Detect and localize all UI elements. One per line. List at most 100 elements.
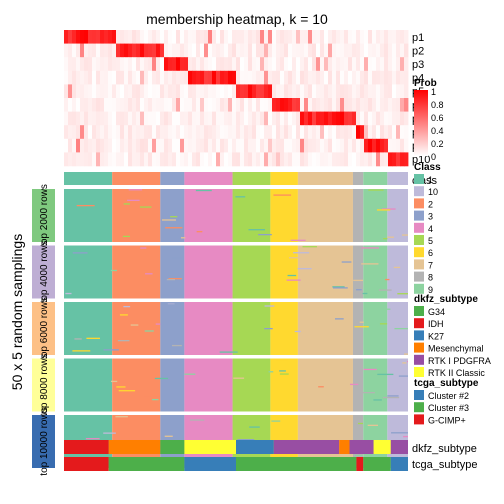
- membership-cell: [68, 111, 73, 126]
- class-noise: [382, 396, 400, 399]
- membership-cell: [96, 30, 101, 44]
- membership-cell: [136, 98, 141, 112]
- membership-cell: [192, 43, 197, 58]
- membership-cell: [164, 111, 169, 126]
- membership-cell: [312, 70, 317, 85]
- membership-cell: [236, 43, 241, 58]
- membership-row-label: p1: [412, 32, 424, 44]
- membership-cell: [164, 57, 169, 72]
- class-noise: [373, 399, 382, 401]
- membership-cell: [180, 57, 185, 72]
- membership-cell: [296, 152, 301, 167]
- membership-cell: [288, 30, 293, 44]
- membership-cell: [372, 70, 377, 85]
- membership-cell: [64, 98, 69, 112]
- membership-cell: [116, 98, 121, 112]
- membership-cell: [104, 84, 109, 99]
- membership-cell: [320, 70, 325, 85]
- class-block: [64, 358, 113, 412]
- membership-cell: [224, 43, 229, 58]
- membership-cell: [344, 138, 349, 153]
- class-noise: [359, 321, 364, 323]
- membership-cell: [312, 111, 317, 126]
- prob-tick-label: 0.4: [431, 126, 444, 136]
- membership-cell: [368, 30, 373, 44]
- membership-cell: [236, 98, 241, 112]
- class-noise: [86, 337, 100, 339]
- membership-cell: [120, 98, 125, 112]
- membership-cell: [288, 98, 293, 112]
- membership-cell: [284, 111, 289, 126]
- membership-cell: [372, 57, 377, 72]
- membership-cell: [216, 152, 221, 167]
- class-block: [232, 245, 271, 299]
- membership-cell: [88, 84, 93, 99]
- class-block: [64, 245, 113, 299]
- membership-cell: [404, 111, 409, 126]
- membership-cell: [204, 30, 209, 44]
- membership-cell: [396, 84, 401, 99]
- membership-cell: [116, 57, 121, 72]
- class-noise: [189, 419, 205, 421]
- tcga-subtype-legend-swatch: [414, 414, 424, 425]
- row-group-label: top 2000 rows: [39, 184, 50, 247]
- membership-cell: [116, 111, 121, 126]
- membership-cell: [232, 70, 237, 85]
- membership-cell: [360, 43, 365, 58]
- membership-cell: [300, 98, 305, 112]
- membership-cell: [144, 43, 149, 58]
- membership-cell: [200, 111, 205, 126]
- membership-cell: [132, 138, 137, 153]
- membership-cell: [304, 43, 309, 58]
- membership-cell: [396, 111, 401, 126]
- tcga-subtype-legend-label: Cluster #2: [428, 391, 469, 401]
- membership-cell: [168, 84, 173, 99]
- membership-cell: [244, 84, 249, 99]
- membership-cell: [316, 30, 321, 44]
- membership-cell: [216, 43, 221, 58]
- membership-cell: [376, 152, 381, 167]
- membership-cell: [352, 152, 357, 167]
- membership-cell: [76, 84, 81, 99]
- membership-cell: [204, 57, 209, 72]
- class-segment: [387, 172, 408, 185]
- membership-cell: [144, 30, 149, 44]
- membership-cell: [320, 152, 325, 167]
- membership-cell: [152, 30, 157, 44]
- membership-cell: [228, 57, 233, 72]
- membership-cell: [72, 30, 77, 44]
- membership-cell: [248, 125, 253, 140]
- membership-cell: [208, 84, 213, 99]
- membership-cell: [352, 84, 357, 99]
- membership-cell: [204, 152, 209, 167]
- membership-cell: [156, 152, 161, 167]
- membership-cell: [360, 111, 365, 126]
- membership-cell: [136, 30, 141, 44]
- membership-cell: [404, 70, 409, 85]
- class-noise: [387, 236, 394, 238]
- membership-cell: [396, 30, 401, 44]
- membership-cell: [124, 98, 129, 112]
- class-noise: [123, 305, 131, 308]
- membership-cell: [128, 57, 133, 72]
- membership-cell: [352, 111, 357, 126]
- membership-cell: [188, 70, 193, 85]
- membership-cell: [64, 138, 69, 153]
- membership-cell: [272, 84, 277, 99]
- membership-cell: [304, 152, 309, 167]
- membership-cell: [116, 152, 121, 167]
- class-noise: [65, 227, 76, 230]
- membership-cell: [376, 138, 381, 153]
- class-legend-label: 1: [428, 175, 433, 185]
- class-noise: [279, 373, 289, 375]
- membership-cell: [308, 111, 313, 126]
- membership-cell: [264, 125, 269, 140]
- membership-cell: [312, 152, 317, 167]
- membership-cell: [180, 125, 185, 140]
- membership-cell: [260, 138, 265, 153]
- membership-cell: [324, 30, 329, 44]
- prob-tick-label: 0: [431, 152, 436, 162]
- membership-cell: [72, 152, 77, 167]
- membership-cell: [200, 30, 205, 44]
- membership-cell: [64, 57, 69, 72]
